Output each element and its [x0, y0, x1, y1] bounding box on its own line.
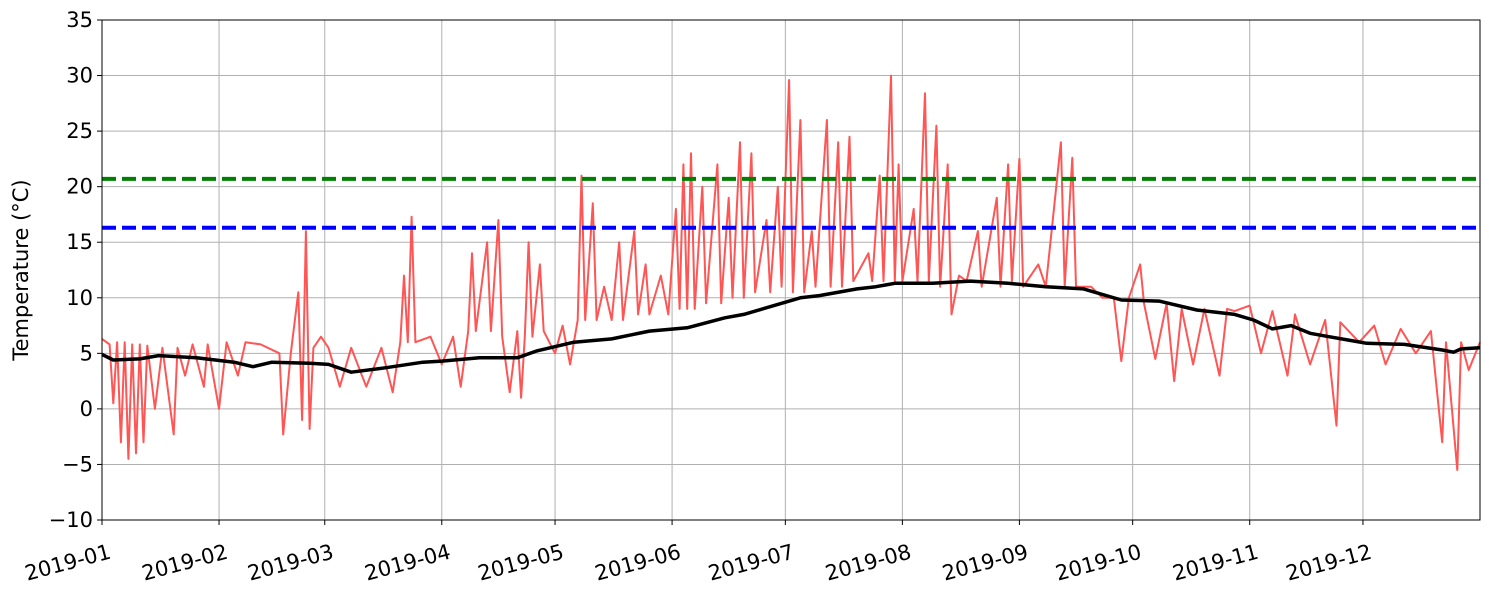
y-tick-label: 5: [80, 341, 93, 365]
y-tick-label: −5: [62, 452, 93, 476]
y-tick-label: 35: [66, 8, 93, 32]
x-tick-label: 2019-06: [592, 540, 683, 586]
x-tick-label: 2019-12: [1283, 540, 1374, 586]
x-tick-label: 2019-07: [706, 540, 797, 586]
y-tick-label: 0: [80, 397, 93, 421]
y-tick-label: 10: [66, 286, 93, 310]
y-tick-label: 25: [66, 119, 93, 143]
data-line: [101, 279, 1481, 374]
data-line: [101, 74, 1481, 471]
x-tick-label: 2019-05: [475, 540, 566, 586]
x-tick-label: 2019-11: [1170, 540, 1261, 586]
y-tick-label: 30: [66, 64, 93, 88]
x-tick-label: 2019-08: [823, 540, 914, 586]
y-tick-label: 20: [66, 175, 93, 199]
x-tick-label: 2019-02: [139, 540, 230, 586]
x-tick-label: 2019-01: [22, 540, 113, 586]
x-tick-label: 2019-04: [362, 540, 453, 586]
x-tick-label: 2019-03: [245, 540, 336, 586]
x-tick-label: 2019-09: [940, 540, 1031, 586]
y-tick-label: −10: [49, 508, 93, 532]
y-tick-label: 15: [66, 230, 93, 254]
x-tick-label: 2019-10: [1053, 540, 1144, 586]
y-axis-label: Temperature (°C): [9, 179, 33, 361]
plot-frame: [101, 19, 1481, 521]
